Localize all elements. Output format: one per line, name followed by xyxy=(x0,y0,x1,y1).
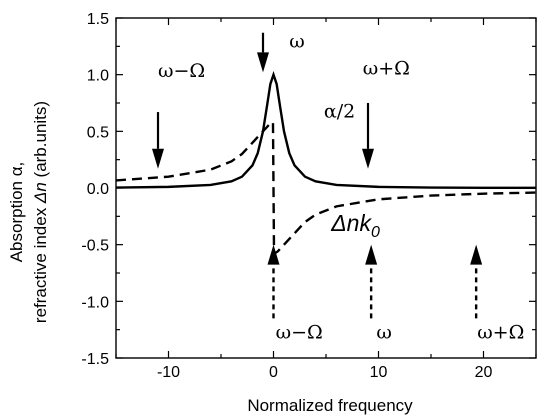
x-tick-label: -10 xyxy=(157,364,180,381)
plot-marks xyxy=(115,32,537,319)
plot-axes xyxy=(115,17,537,359)
x-tick-label: 0 xyxy=(269,364,278,381)
annotation-label: ω−Ω xyxy=(276,322,323,344)
y-tick-label: 1.0 xyxy=(87,68,109,85)
y-tick-label: -0.5 xyxy=(81,238,109,255)
annotation-label: ω xyxy=(376,322,392,344)
y-axis-label-symbol: Δn xyxy=(31,182,50,204)
delta-nk-subscript: 0 xyxy=(371,224,380,241)
annotation-label: ω+Ω xyxy=(477,322,524,344)
annotation-label: ω+Ω xyxy=(363,58,410,80)
delta-nk0-label: Δnk0 xyxy=(330,210,380,241)
y-axis-label-suffix: (arb.units) xyxy=(31,101,50,182)
y-tick-label: -1.5 xyxy=(81,351,109,368)
solid-arrow-head xyxy=(257,52,269,73)
plot-text: -10 0 10 20 -1.5 -1.0 -0.5 0.0 0.5 1.0 1.5 ω ω−Ω ω+Ω α… xyxy=(81,11,524,381)
delta-nk-symbol: Δnk xyxy=(330,210,372,236)
dashed-arrow-head xyxy=(267,244,280,265)
solid-arrow-head xyxy=(362,148,374,169)
x-tick-label: 10 xyxy=(370,364,388,381)
x-axis-label: Normalized frequency xyxy=(247,396,413,415)
annotation-label: ω−Ω xyxy=(158,60,205,82)
y-tick-label: 0.5 xyxy=(87,124,109,141)
y-tick-label: 0.0 xyxy=(87,181,109,198)
annotation-label: α/2 xyxy=(324,101,355,123)
y-tick-label: 1.5 xyxy=(87,11,109,28)
dashed-arrow-head xyxy=(365,244,378,265)
x-tick-label: 20 xyxy=(475,364,493,381)
solid-arrow-head xyxy=(152,148,164,169)
annotation-label: ω xyxy=(289,30,305,52)
absorption-line xyxy=(115,70,536,189)
dashed-arrow-head xyxy=(470,244,483,265)
y-axis-label-prefix: refractive index xyxy=(31,203,50,323)
y-tick-label: -1.0 xyxy=(81,294,109,311)
y-axis-label-line-2: refractive index Δn (arb.units) xyxy=(31,101,50,323)
y-axis-label-line-1: Absorption α, xyxy=(7,162,26,263)
